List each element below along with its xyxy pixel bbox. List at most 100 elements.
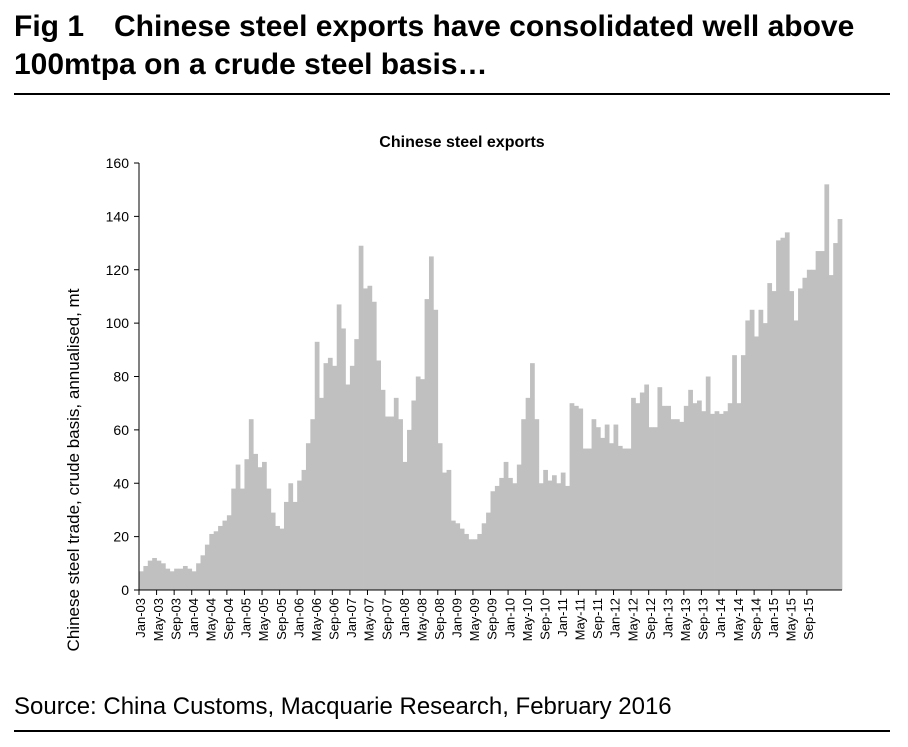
bar <box>587 448 592 590</box>
bar <box>683 405 689 590</box>
bar <box>266 488 272 590</box>
bar <box>204 544 210 590</box>
x-tick-label: Sep-13 <box>696 598 711 640</box>
bar <box>503 461 509 590</box>
bar <box>613 424 619 590</box>
bar <box>270 512 276 590</box>
bar <box>705 376 711 590</box>
bar <box>534 419 540 590</box>
bar <box>349 365 355 590</box>
bar <box>569 403 575 590</box>
x-tick-label: Sep-07 <box>379 598 394 640</box>
x-tick-label: Jan-08 <box>397 598 412 638</box>
bar <box>793 320 799 590</box>
bar <box>718 413 724 590</box>
bar <box>393 397 399 590</box>
bar <box>560 472 566 590</box>
bar <box>341 328 346 590</box>
x-tick-label: Jan-15 <box>766 598 781 638</box>
bar <box>477 533 483 590</box>
y-tick-label: 120 <box>106 262 130 278</box>
bar <box>323 363 329 590</box>
bar <box>218 525 223 590</box>
bar <box>139 571 144 590</box>
bar <box>486 512 491 590</box>
bar <box>525 397 531 590</box>
bar <box>538 483 544 590</box>
bar <box>288 483 294 590</box>
bar <box>490 491 496 590</box>
bar <box>494 485 500 590</box>
bar <box>600 437 606 590</box>
bar <box>411 400 417 590</box>
bar <box>464 533 469 590</box>
bar <box>666 405 671 590</box>
x-tick-label: Sep-10 <box>537 598 552 640</box>
bar <box>222 520 228 590</box>
bar <box>767 283 773 590</box>
x-tick-label: Jan-03 <box>133 598 148 638</box>
bar <box>556 483 562 590</box>
y-tick-label: 100 <box>106 315 130 331</box>
bar <box>675 419 680 590</box>
bar <box>472 539 478 590</box>
x-tick-label: Jan-10 <box>502 598 517 638</box>
bar <box>336 304 342 590</box>
x-tick-label: Sep-15 <box>801 598 816 640</box>
bar <box>578 408 584 590</box>
bar <box>740 355 746 590</box>
bar <box>428 256 434 590</box>
bar <box>762 323 768 591</box>
bar <box>143 565 149 590</box>
x-tick-label: May-08 <box>414 598 429 641</box>
bar <box>653 427 658 590</box>
bar <box>174 568 179 590</box>
bar <box>407 429 412 591</box>
bar <box>327 357 333 590</box>
x-tick-label: May-05 <box>256 598 271 641</box>
bar <box>371 301 377 590</box>
x-tick-label: May-09 <box>467 598 482 641</box>
bar <box>213 531 219 590</box>
bar <box>292 501 298 590</box>
bar <box>732 355 737 590</box>
bar <box>798 288 803 590</box>
bar <box>679 421 685 590</box>
bar <box>688 389 693 590</box>
bar <box>301 469 307 590</box>
x-tick-label: Sep-11 <box>590 598 605 639</box>
bar <box>226 515 232 590</box>
y-tick-label: 160 <box>106 155 130 171</box>
bar <box>789 291 795 590</box>
bar <box>521 419 526 590</box>
x-tick-label: Jan-13 <box>660 598 675 638</box>
x-tick-label: Sep-05 <box>274 598 289 640</box>
x-tick-label: May-11 <box>573 598 588 640</box>
bar <box>147 560 153 590</box>
bar <box>182 565 188 590</box>
x-tick-label: Jan-04 <box>186 598 201 638</box>
x-tick-label: May-04 <box>204 598 219 641</box>
x-tick-label: Jan-12 <box>608 598 623 638</box>
x-tick-label: Sep-08 <box>432 598 447 640</box>
bar <box>745 320 751 590</box>
bar <box>424 299 430 590</box>
x-tick-label: May-12 <box>625 598 640 641</box>
x-tick-label: May-10 <box>520 598 535 641</box>
bar <box>573 405 579 590</box>
y-tick-label: 80 <box>113 369 129 385</box>
bar <box>802 277 808 590</box>
top-rule <box>14 93 890 95</box>
bar <box>626 448 632 590</box>
chart-title: Chinese steel exports <box>379 134 545 151</box>
y-tick-label: 0 <box>121 582 129 598</box>
bar <box>806 269 812 590</box>
bar <box>530 363 535 590</box>
bar <box>820 251 825 590</box>
bar <box>714 411 720 590</box>
bar <box>582 448 588 590</box>
bar <box>235 464 241 590</box>
bar <box>648 427 654 590</box>
bar <box>200 555 206 590</box>
chart-container: Chinese steel exports Chinese steel trad… <box>0 100 908 690</box>
